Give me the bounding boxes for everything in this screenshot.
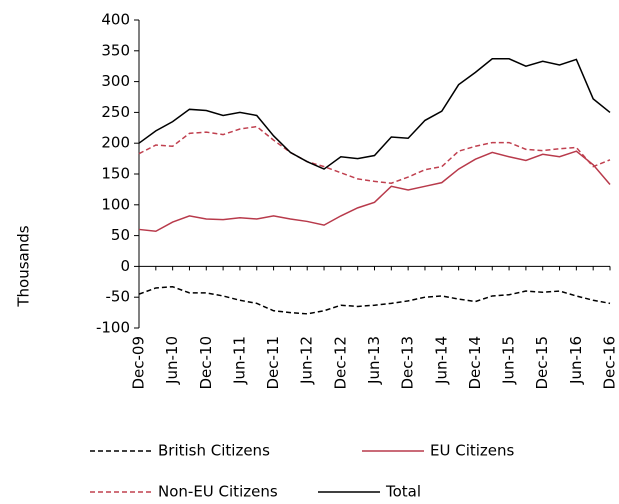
x-tick-label: Dec-11 xyxy=(264,336,282,390)
series-line xyxy=(138,150,611,233)
legend-label: British Citizens xyxy=(158,442,270,460)
y-tick-label: 50 xyxy=(111,226,130,244)
x-tick-label: Dec-16 xyxy=(601,336,619,390)
x-tick-label: Dec-09 xyxy=(130,336,148,390)
legend-label: EU Citizens xyxy=(430,442,515,460)
y-tick-label: 0 xyxy=(120,257,130,275)
y-tick-label: 400 xyxy=(101,11,130,29)
x-tick-label: Jun-13 xyxy=(365,336,383,385)
series-line xyxy=(138,125,611,185)
y-tick-label: 150 xyxy=(101,165,130,183)
series-line xyxy=(138,58,611,170)
x-tick-label: Dec-13 xyxy=(399,336,417,390)
x-tick-label: Dec-12 xyxy=(331,336,349,390)
y-tick-label: 250 xyxy=(101,103,130,121)
x-tick-label: Jun-10 xyxy=(163,336,181,385)
x-tick-label: Dec-14 xyxy=(466,336,484,390)
y-tick-label: 300 xyxy=(101,72,130,90)
x-tick-label: Jun-14 xyxy=(432,336,450,385)
y-tick-label: -50 xyxy=(106,288,131,306)
series-line xyxy=(138,285,611,315)
y-tick-label: 350 xyxy=(101,41,130,59)
y-tick-label: 100 xyxy=(101,195,130,213)
legend-label: Total xyxy=(385,483,421,501)
x-tick-label: Dec-10 xyxy=(197,336,215,390)
y-tick-label: -100 xyxy=(96,319,130,337)
x-tick-label: Jun-15 xyxy=(500,336,518,385)
x-tick-label: Dec-15 xyxy=(533,336,551,390)
y-axis-label: Thousands xyxy=(15,225,33,307)
legend-label: Non-EU Citizens xyxy=(158,483,278,501)
x-tick-label: Jun-16 xyxy=(567,336,585,385)
y-tick-label: 200 xyxy=(101,134,130,152)
x-tick-label: Jun-11 xyxy=(230,336,248,385)
x-tick-label: Jun-12 xyxy=(298,336,316,385)
